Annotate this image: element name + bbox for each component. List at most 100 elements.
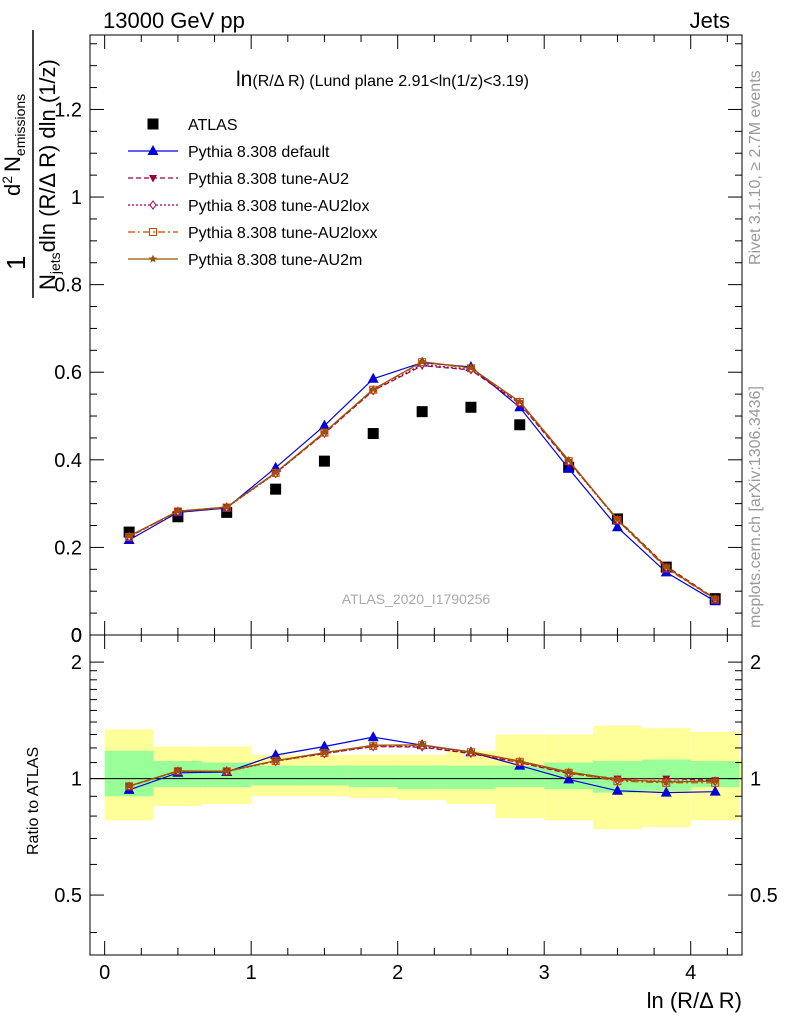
main-point-atlas-shape [416, 406, 428, 418]
main-line-default [128, 361, 716, 602]
ratio-point-au2m [417, 740, 427, 749]
main-point-au2m-shape [564, 455, 573, 464]
main-point-default-shape [318, 419, 330, 430]
legend-label-au2: Pythia 8.308 tune-AU2 [188, 171, 349, 188]
ylabel-numerator: d2 Nemissions [0, 94, 28, 196]
main-point-atlas-shape [270, 483, 282, 495]
ratio-point-au2m-shape [222, 766, 231, 775]
ratio-band-outer [739, 758, 742, 795]
plot-title-ln: ln [236, 68, 252, 91]
main-point-default [318, 419, 330, 430]
ratio-ytick-label-right: 0.5 [750, 885, 778, 907]
main-point-au2m-shape [368, 384, 378, 393]
legend-marker-default [147, 145, 159, 155]
main-point-au2m-shape [515, 397, 524, 406]
ratio-point-default [270, 749, 282, 760]
xtick-label: 1 [246, 962, 257, 984]
ratio-band-inner [348, 765, 398, 788]
main-point-atlas-shape [367, 428, 379, 440]
ratio-point-au2m [124, 781, 134, 790]
ratio-point-au2m [515, 756, 524, 765]
main-ytick-label: 0.4 [54, 450, 82, 472]
ratio-panel: 0.5 1 2 0.5 1 2 0 1 2 3 4 0 Ratio to ATLAS ln (R/Δ … [25, 625, 778, 1013]
ratio-point-default-shape [563, 773, 575, 784]
main-point-atlas [172, 511, 184, 523]
legend-marker-au2loxx-shape [149, 228, 157, 236]
main-point-au2m-shape [320, 427, 329, 436]
main-point-default-shape [611, 521, 623, 532]
ylabel-num-n: N [0, 156, 25, 172]
ylabel-num-d: d [0, 184, 25, 196]
ratio-band-inner [251, 765, 300, 786]
main-point-au2m-shape [222, 502, 231, 511]
ratio-point-au2m [173, 766, 183, 775]
main-point-atlas [270, 483, 282, 495]
ratio-point-au2m-shape [564, 767, 573, 776]
legend-label-au2lox: Pythia 8.308 tune-AU2lox [188, 198, 369, 215]
main-point-atlas-shape [318, 455, 330, 467]
main-point-au2m [515, 397, 524, 406]
ratio-point-default-shape [367, 731, 379, 742]
ylabel-num-d-sup: 2 [0, 176, 15, 184]
main-point-atlas-shape [514, 419, 526, 431]
main-point-atlas-shape [172, 511, 184, 523]
legend: ATLAS Pythia 8.308 default Pythia 8.308 tu… [128, 117, 377, 269]
ratio-point-au2m [466, 747, 476, 756]
legend-marker-au2loxx [149, 228, 157, 236]
main-point-au2m-shape [710, 594, 720, 603]
ratio-band-inner [397, 765, 447, 789]
ratio-axis-ticks: 0.5 1 2 0.5 1 2 0 1 2 3 4 0 [54, 625, 778, 984]
watermark: ATLAS_2020_I1790256 [342, 591, 491, 607]
main-line-au2 [128, 365, 716, 600]
main-point-au2m [222, 502, 231, 511]
ratio-point-au2m-shape [466, 747, 476, 756]
ratio-point-default [709, 785, 721, 796]
ratio-point-default-shape [709, 785, 721, 796]
main-ytick-label: 1.2 [54, 99, 82, 121]
legend-label-au2m: Pythia 8.308 tune-AU2m [188, 252, 362, 269]
main-point-au2m-shape [613, 514, 622, 523]
ratio-point-au2m-shape [613, 774, 622, 784]
main-point-atlas-shape [465, 401, 477, 413]
main-point-atlas [465, 401, 477, 413]
ratio-point-au2m-shape [515, 756, 524, 765]
main-line-au2loxx [128, 361, 716, 601]
ratio-ytick-label-left: 2 [71, 652, 82, 674]
ratio-point-default [660, 786, 672, 797]
main-line-au2m [128, 361, 716, 600]
ylabel-den-n-sub: jets [47, 252, 63, 275]
ratio-band-inner [495, 765, 545, 788]
legend-marker-au2-shape [149, 175, 157, 183]
ratio-point-default [611, 784, 623, 795]
main-point-au2m [613, 514, 622, 523]
ratio-point-au2m-shape [662, 777, 671, 786]
main-point-atlas [514, 419, 526, 431]
main-ylabel: 1 Njetsdln (R/Δ R) dln (1/z) d2 Nemission… [0, 30, 63, 298]
header-left: 13000 GeV pp [103, 8, 245, 33]
ratio-series-group [123, 731, 721, 797]
legend-label-atlas: ATLAS [188, 117, 238, 134]
ratio-point-au2m-shape [271, 756, 280, 765]
ratio-point-au2m [271, 756, 280, 765]
ratio-point-au2m-shape [173, 766, 183, 775]
main-point-au2m [662, 562, 671, 571]
mcplots-label: mcplots.cern.ch [arXiv:1306.3436] [747, 386, 764, 628]
ylabel-den-n: N [35, 274, 60, 290]
main-point-default [367, 372, 379, 383]
main-point-au2m [466, 363, 476, 372]
main-point-au2m-shape [466, 363, 476, 372]
ratio-point-au2m [368, 740, 378, 749]
legend-marker-au2m-shape [148, 254, 158, 263]
ratio-point-au2m [613, 774, 622, 784]
main-panel: 0 0.2 0.4 0.6 0.8 1 1.2 ln(R/Δ R) (Lund plane … [0, 30, 743, 647]
ratio-point-au2m [662, 777, 671, 786]
legend-label-default: Pythia 8.308 default [188, 144, 330, 161]
ratio-point-au2m [222, 766, 231, 775]
legend-marker-au2 [149, 175, 157, 183]
main-point-default [563, 462, 575, 473]
xlabel: ln (R/Δ R) [647, 988, 742, 1013]
main-point-au2m-shape [417, 357, 427, 366]
legend-marker-atlas [147, 118, 159, 130]
main-point-default-shape [563, 462, 575, 473]
